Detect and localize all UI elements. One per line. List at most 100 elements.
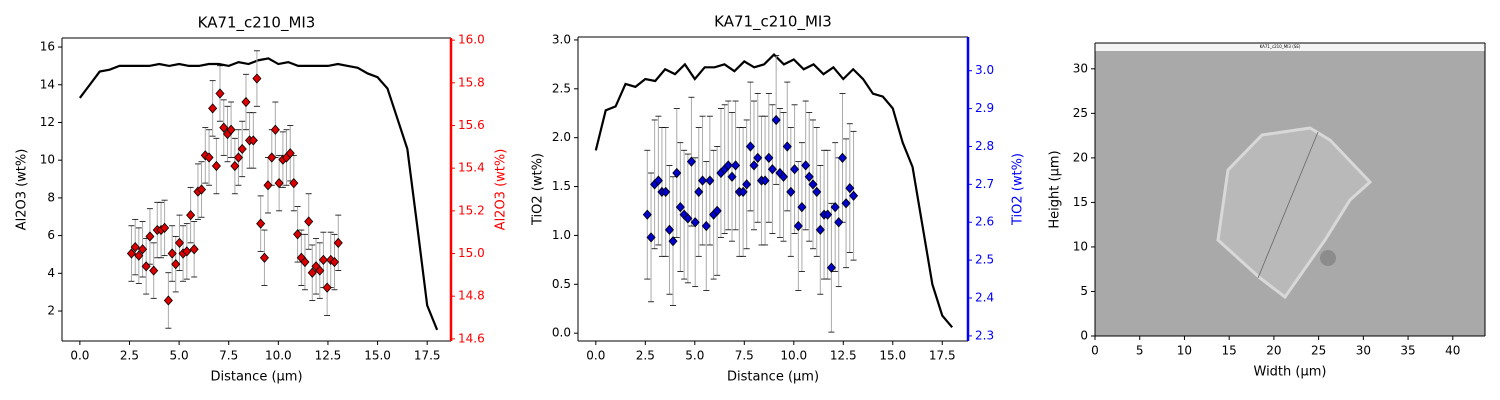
y2-axis-label: Al2O3 (wt%) xyxy=(494,149,509,231)
data-point xyxy=(160,222,170,234)
data-point xyxy=(322,282,332,293)
data-point xyxy=(204,152,214,163)
data-point xyxy=(241,96,251,108)
profile-line xyxy=(594,53,954,329)
x-axis-label: Width (µm) xyxy=(1254,365,1327,380)
y-axis-label: TiO2 (wt%) xyxy=(531,153,546,226)
data-point xyxy=(841,198,851,209)
data-point xyxy=(661,186,671,198)
data-point xyxy=(211,160,221,172)
y-tick-label: 6 xyxy=(47,228,55,242)
x-tick-label: 15.0 xyxy=(364,349,391,363)
data-point xyxy=(333,237,343,248)
data-point xyxy=(668,236,678,247)
y-tick-label: 10 xyxy=(1073,239,1088,253)
x-tick-label: 0.0 xyxy=(70,349,89,363)
y-tick-label: 12 xyxy=(40,115,55,129)
data-point xyxy=(304,216,314,227)
data-point xyxy=(760,175,770,186)
y-tick-label: 30 xyxy=(1073,61,1088,75)
data-point xyxy=(672,167,682,179)
data-point xyxy=(786,186,796,198)
y2-tick-label: 2.4 xyxy=(975,291,994,305)
data-point xyxy=(270,124,280,135)
data-point xyxy=(830,201,840,213)
y2-tick-label: 15.0 xyxy=(458,246,485,260)
y2-tick-label: 2.6 xyxy=(975,215,994,229)
data-point xyxy=(778,171,789,182)
y-tick-label: 20 xyxy=(1073,150,1088,164)
data-point xyxy=(256,218,266,229)
data-point xyxy=(731,160,741,171)
data-point xyxy=(138,244,148,255)
data-point xyxy=(712,205,722,216)
y2-tick-label: 2.3 xyxy=(975,328,994,342)
y-tick-label: 1.0 xyxy=(552,228,571,242)
data-point xyxy=(723,160,733,171)
chart-title: KA71_c210_MI3 xyxy=(714,13,832,32)
x-tick-label: 35 xyxy=(1400,344,1415,358)
data-point xyxy=(834,217,844,228)
data-point xyxy=(801,160,811,171)
crystal xyxy=(1216,126,1373,300)
y2-tick-label: 14.8 xyxy=(458,289,485,303)
y-tick-label: 8 xyxy=(47,190,55,204)
y2-tick-label: 2.8 xyxy=(975,139,994,153)
x-tick-label: 0.0 xyxy=(586,349,605,363)
data-point xyxy=(690,217,700,228)
x-tick-label: 40 xyxy=(1445,344,1460,358)
y-tick-label: 0.5 xyxy=(552,277,571,291)
data-point xyxy=(767,164,777,175)
y-tick-label: 14 xyxy=(40,77,55,91)
data-point xyxy=(219,122,229,133)
data-point xyxy=(145,231,155,242)
data-point xyxy=(300,256,310,268)
x-tick-label: 17.5 xyxy=(414,349,441,363)
y-tick-label: 2.5 xyxy=(552,81,571,95)
data-point xyxy=(790,164,800,175)
y-axis-label: Height (µm) xyxy=(1048,150,1063,228)
data-point xyxy=(642,209,652,220)
data-point xyxy=(267,152,277,163)
x-tick-label: 0 xyxy=(1091,344,1099,358)
x-tick-label: 5.0 xyxy=(170,349,189,363)
data-point xyxy=(237,143,247,155)
data-point xyxy=(697,175,708,186)
data-point xyxy=(285,148,295,159)
y2-tick-label: 2.7 xyxy=(975,177,994,191)
chart-title: KA71_c210_MI3 xyxy=(198,14,316,33)
data-point xyxy=(837,152,848,163)
data-point xyxy=(233,152,243,163)
data-point xyxy=(248,135,258,146)
data-point xyxy=(186,210,196,221)
data-point xyxy=(189,244,199,255)
x-tick-label: 7.5 xyxy=(219,349,238,363)
x-tick-label: 12.5 xyxy=(315,349,342,363)
data-point xyxy=(727,171,737,182)
y-tick-label: 3.0 xyxy=(552,32,571,46)
y-axis-label: Al2O3 (wt%) xyxy=(15,149,30,231)
data-point xyxy=(782,141,792,152)
y-tick-label: 1.5 xyxy=(552,179,571,193)
x-tick-label: 17.5 xyxy=(929,349,956,363)
y2-tick-label: 14.6 xyxy=(458,331,485,345)
data-point xyxy=(149,265,159,276)
data-point xyxy=(226,124,236,135)
profile-line xyxy=(78,57,439,331)
data-point xyxy=(808,179,818,190)
data-point xyxy=(289,177,299,189)
data-point xyxy=(701,220,711,232)
data-point xyxy=(653,175,663,186)
data-point xyxy=(815,224,825,235)
y-tick-label: 16 xyxy=(40,40,55,54)
x-tick-label: 5 xyxy=(1136,344,1144,358)
x-tick-label: 7.5 xyxy=(735,349,754,363)
data-point xyxy=(252,73,262,84)
data-point xyxy=(141,261,151,272)
data-point xyxy=(329,256,340,268)
y-tick-label: 5 xyxy=(1080,284,1088,298)
inclusion-spot xyxy=(1320,250,1336,266)
data-point xyxy=(196,184,207,195)
data-point xyxy=(771,114,781,126)
data-point xyxy=(675,201,685,213)
